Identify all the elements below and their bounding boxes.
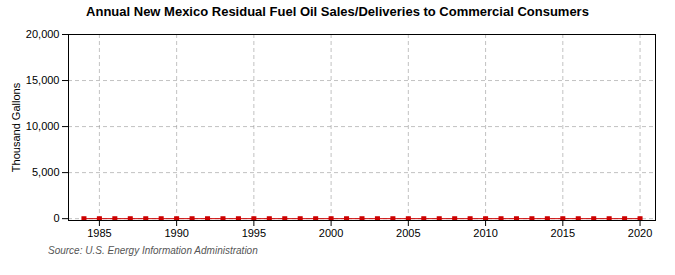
svg-text:0: 0: [53, 212, 59, 224]
svg-text:20,000: 20,000: [26, 28, 60, 40]
svg-text:2005: 2005: [396, 227, 420, 239]
svg-text:2010: 2010: [473, 227, 497, 239]
svg-text:10,000: 10,000: [26, 120, 60, 132]
svg-text:1985: 1985: [87, 227, 111, 239]
html-text:Annual New Mexico Residual Fue: Annual New Mexico Residual Fuel Oil Sale…: [86, 4, 589, 19]
svg-text:Thousand Gallons: Thousand Gallons: [10, 82, 22, 172]
svg-text:2020: 2020: [628, 227, 652, 239]
svg-text:2000: 2000: [319, 227, 343, 239]
svg-text:1990: 1990: [164, 227, 188, 239]
svg-text:2015: 2015: [551, 227, 575, 239]
svg-text:15,000: 15,000: [26, 74, 60, 86]
svg-text:5,000: 5,000: [32, 166, 60, 178]
html-text:Source: U.S. Energy Informatio: Source: U.S. Energy Information Administ…: [48, 245, 258, 256]
svg-text:1995: 1995: [242, 227, 266, 239]
